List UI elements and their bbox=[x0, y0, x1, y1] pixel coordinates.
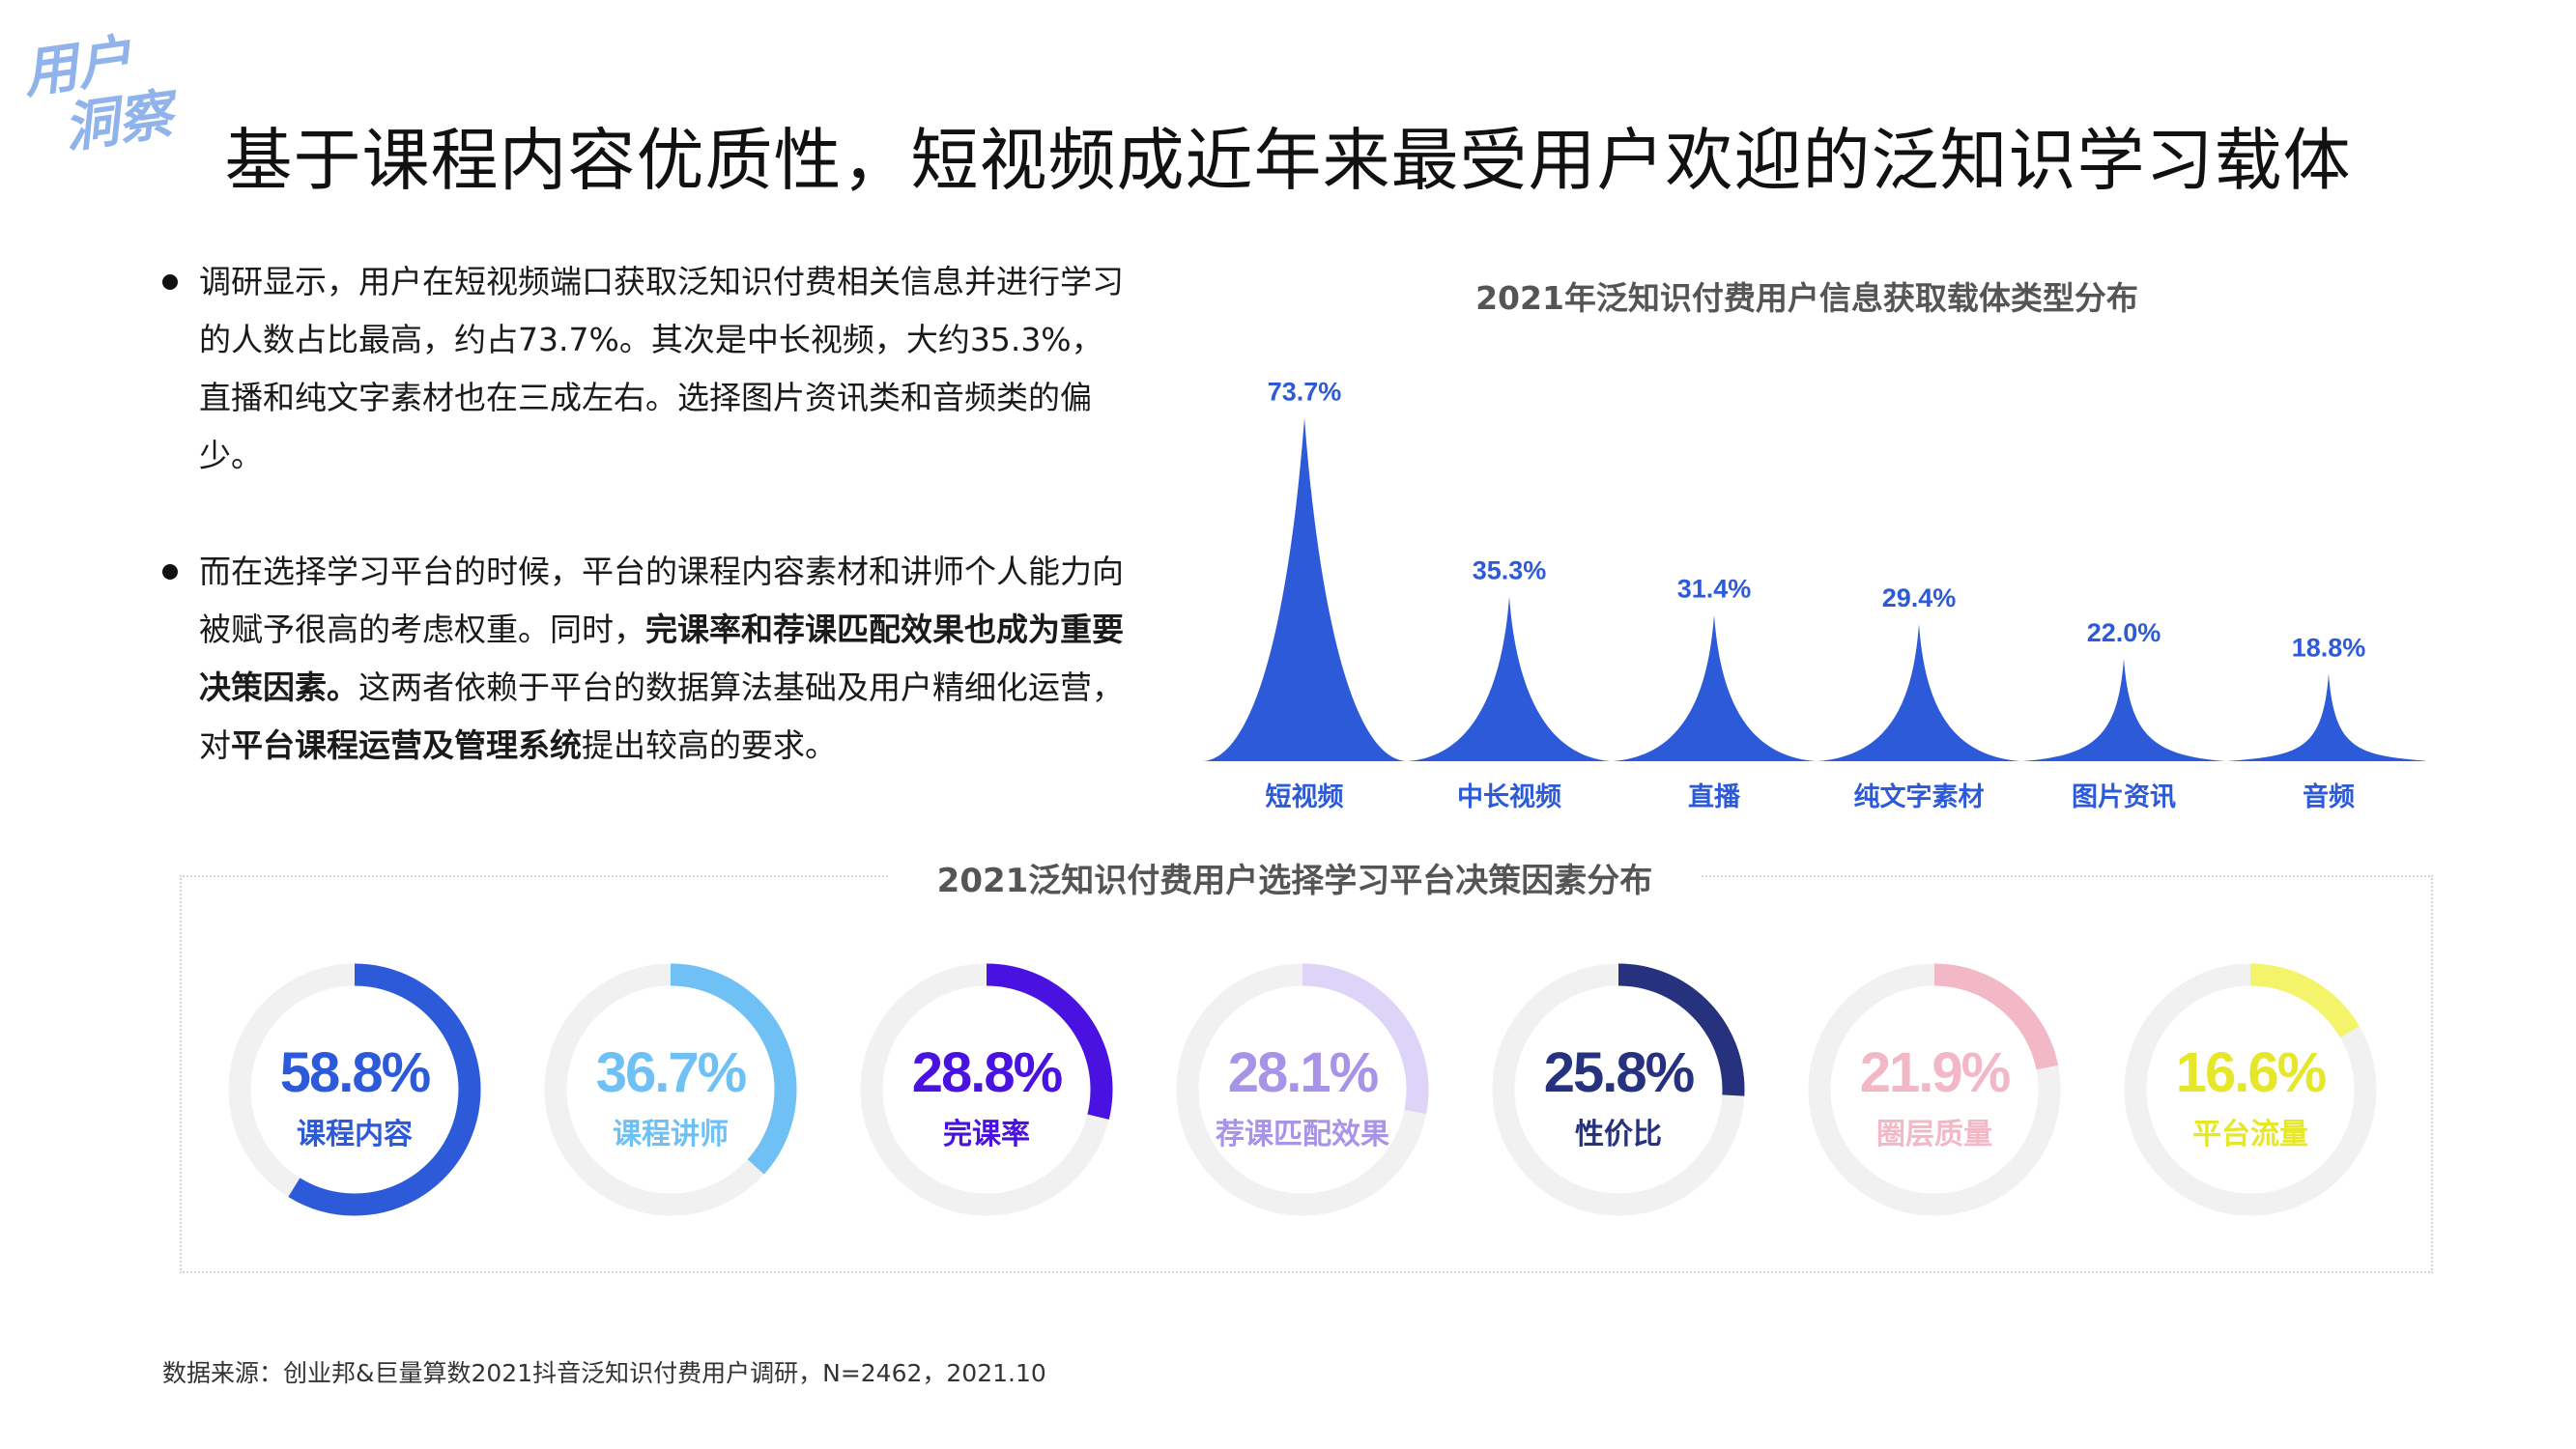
donut-chart-title: 2021泛知识付费用户选择学习平台决策因素分布 bbox=[889, 854, 1701, 901]
bullet-bold-text: 完课率和荐课匹配效果也成为重要决策因素。 bbox=[199, 611, 1124, 706]
peak-category-label: 纯文字素材 bbox=[1854, 781, 1985, 812]
donut-chart: 58.8% 课程内容 36.7% 课程讲师 28.8% 完课率 28.1% 荐课匹配效果 25.… bbox=[228, 963, 2377, 1216]
peak-category-label: 图片资讯 bbox=[2072, 782, 2176, 812]
donut-arc bbox=[2124, 963, 2377, 1216]
donut-arc bbox=[860, 963, 1113, 1216]
peak-mark bbox=[2022, 658, 2225, 761]
peak-mark bbox=[1613, 614, 1816, 761]
donut-value-label: 28.8% bbox=[912, 1041, 1063, 1104]
peak-value-label: 29.4% bbox=[1882, 583, 1957, 612]
page-title: 基于课程内容优质性，短视频成近年来最受用户欢迎的泛知识学习载体 bbox=[224, 121, 2352, 200]
donut-value-label: 58.8% bbox=[280, 1041, 431, 1104]
peak-mark bbox=[2227, 673, 2425, 761]
donut-value-label: 28.1% bbox=[1228, 1041, 1379, 1104]
donut-category-label: 课程讲师 bbox=[613, 1118, 729, 1151]
peak-value-label: 22.0% bbox=[2087, 618, 2161, 647]
bullet-item: 调研显示，用户在短视频端口获取泛知识付费相关信息并进行学习的人数占比最高，约占7… bbox=[162, 253, 1131, 485]
bullet-text: 这两者依赖于平台的数据算法基础及用户精细化运营，对 bbox=[199, 668, 1124, 764]
peak-chart: 73.7% 短视频 35.3% 中长视频 31.4% 直播 29.4% 纯文字素材 22.0% 图… bbox=[1203, 377, 2425, 812]
bullet-text: 提出较高的要求。 bbox=[582, 726, 837, 764]
donut-value-label: 36.7% bbox=[596, 1041, 747, 1104]
bullet-text: 而在选择学习平台的时候，平台的课程内容素材和讲师个人能力向被赋予很高的考虑权重。… bbox=[199, 553, 1124, 648]
donut-category-label: 课程内容 bbox=[297, 1118, 413, 1151]
donut-category-label: 性价比 bbox=[1575, 1118, 1662, 1151]
donut-value-label: 16.6% bbox=[2176, 1041, 2327, 1104]
donut-category-label: 圈层质量 bbox=[1876, 1118, 1992, 1151]
donut-arc bbox=[1492, 963, 1745, 1216]
bullet-bold-text: 平台课程运营及管理系统 bbox=[231, 726, 582, 764]
bullet-list: 调研显示，用户在短视频端口获取泛知识付费相关信息并进行学习的人数占比最高，约占7… bbox=[162, 253, 1131, 775]
peak-category-label: 中长视频 bbox=[1457, 782, 1561, 812]
source-note: 数据来源：创业邦&巨量算数2021抖音泛知识付费用户调研，N=2462，2021… bbox=[162, 1359, 1046, 1387]
peak-mark bbox=[1408, 596, 1611, 761]
peak-category-label: 音频 bbox=[2303, 781, 2355, 812]
donut-category-label: 平台流量 bbox=[2192, 1118, 2308, 1151]
peak-mark bbox=[1203, 417, 1406, 761]
donut-value-label: 21.9% bbox=[1860, 1041, 2011, 1104]
peak-category-label: 短视频 bbox=[1266, 782, 1344, 812]
donut-arc bbox=[544, 963, 797, 1216]
donut-value-label: 25.8% bbox=[1544, 1041, 1695, 1104]
peak-value-label: 35.3% bbox=[1473, 556, 1547, 585]
donut-arc bbox=[1176, 963, 1429, 1216]
bullet-text: 调研显示，用户在短视频端口获取泛知识付费相关信息并进行学习的人数占比最高，约占7… bbox=[199, 263, 1124, 474]
donut-category-label: 完课率 bbox=[943, 1118, 1030, 1151]
peak-category-label: 直播 bbox=[1688, 782, 1741, 812]
peak-value-label: 31.4% bbox=[1677, 574, 1752, 603]
peak-mark bbox=[1818, 624, 2020, 761]
peak-value-label: 73.7% bbox=[1268, 377, 1342, 406]
peak-chart-title: 2021年泛知识付费用户信息获取载体类型分布 bbox=[1475, 279, 2138, 317]
donut-arc bbox=[1808, 963, 2061, 1216]
peak-value-label: 18.8% bbox=[2292, 633, 2366, 662]
donut-category-label: 荐课匹配效果 bbox=[1216, 1118, 1389, 1151]
donut-arc bbox=[228, 963, 481, 1216]
bullet-item: 而在选择学习平台的时候，平台的课程内容素材和讲师个人能力向被赋予很高的考虑权重。… bbox=[162, 543, 1131, 775]
